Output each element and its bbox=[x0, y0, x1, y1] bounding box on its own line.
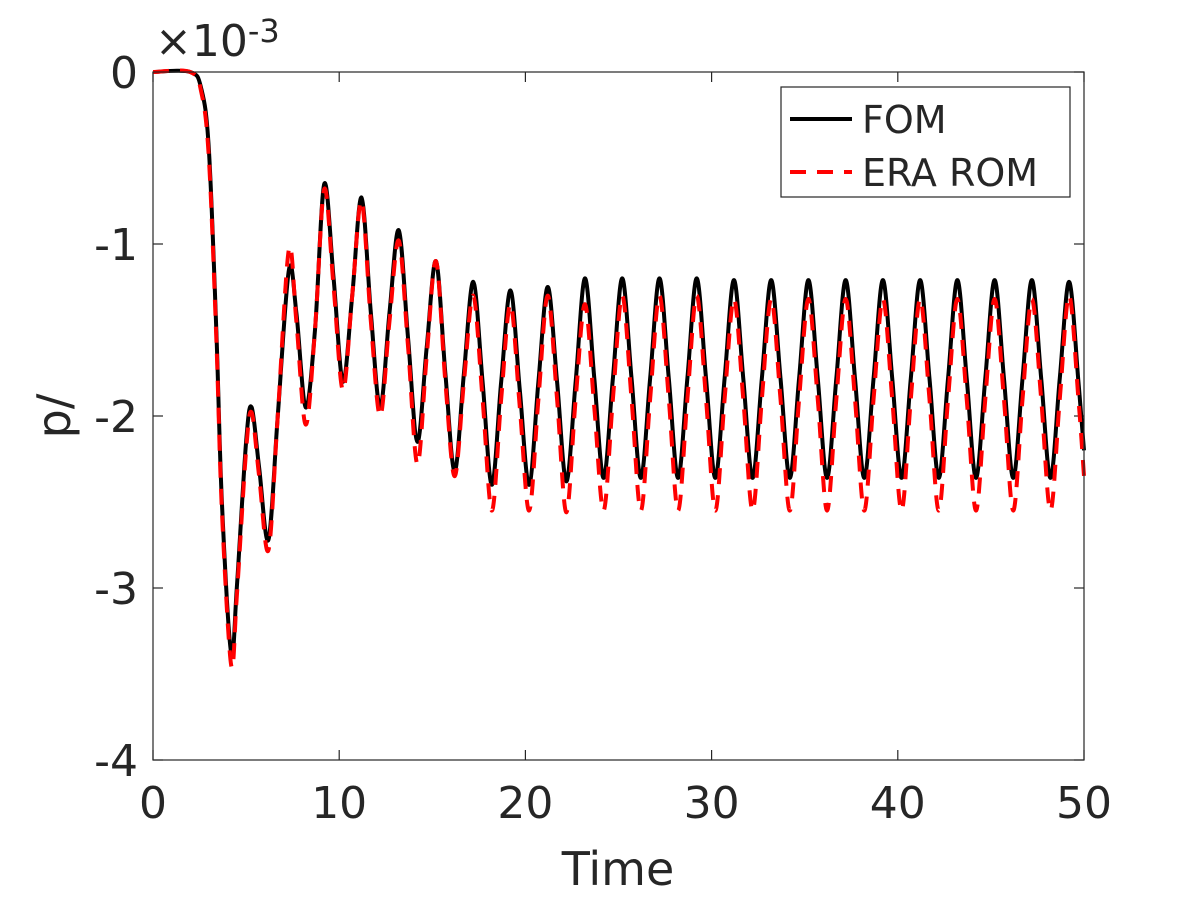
y-tick-label: -2 bbox=[94, 392, 138, 443]
series-line-era-rom bbox=[152, 68, 1086, 670]
x-tick-label: 50 bbox=[1056, 778, 1112, 829]
x-tick-label: 40 bbox=[870, 778, 926, 829]
legend: FOM ERA ROM bbox=[780, 86, 1071, 198]
x-tick-label: 0 bbox=[139, 778, 167, 829]
x-axis-label: Time bbox=[561, 842, 675, 896]
tick-labels: 0 10 20 30 40 50 0 -1 -2 -3 -4 bbox=[94, 48, 1112, 829]
series-layer bbox=[152, 68, 1086, 670]
y-axis-label: p/ bbox=[27, 393, 81, 438]
y-tick-label: 0 bbox=[110, 48, 138, 99]
y-tick-label: -4 bbox=[94, 736, 138, 787]
x-tick-label: 10 bbox=[311, 778, 367, 829]
scale-exponent-label: ×10-3 bbox=[155, 12, 280, 67]
legend-label-era-rom: ERA ROM bbox=[862, 151, 1038, 195]
x-tick-label: 20 bbox=[497, 778, 553, 829]
y-tick-label: -3 bbox=[94, 564, 138, 615]
y-tick-label: -1 bbox=[94, 220, 138, 271]
legend-box bbox=[780, 86, 1071, 198]
plot-frame bbox=[152, 71, 1085, 761]
x-tick-label: 30 bbox=[684, 778, 740, 829]
legend-label-fom: FOM bbox=[862, 98, 947, 142]
